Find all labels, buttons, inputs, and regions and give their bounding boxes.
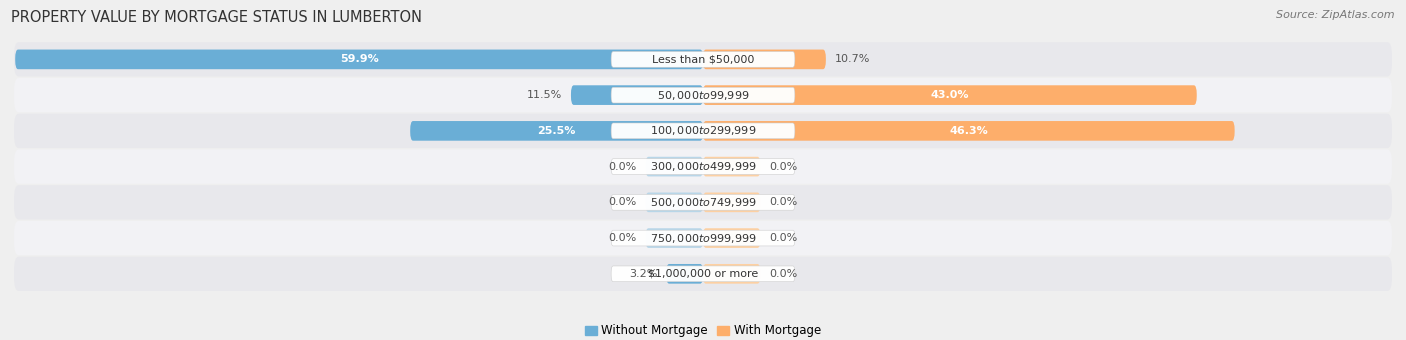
Text: $50,000 to $99,999: $50,000 to $99,999 xyxy=(657,89,749,102)
Text: 0.0%: 0.0% xyxy=(609,197,637,207)
Text: $300,000 to $499,999: $300,000 to $499,999 xyxy=(650,160,756,173)
Text: 0.0%: 0.0% xyxy=(769,233,797,243)
FancyBboxPatch shape xyxy=(703,228,761,248)
Text: 59.9%: 59.9% xyxy=(340,54,378,64)
Text: Source: ZipAtlas.com: Source: ZipAtlas.com xyxy=(1277,10,1395,20)
FancyBboxPatch shape xyxy=(612,159,794,174)
Text: 0.0%: 0.0% xyxy=(609,233,637,243)
Text: 3.2%: 3.2% xyxy=(628,269,657,279)
Text: 46.3%: 46.3% xyxy=(949,126,988,136)
FancyBboxPatch shape xyxy=(703,192,761,212)
FancyBboxPatch shape xyxy=(645,157,703,176)
FancyBboxPatch shape xyxy=(612,194,794,210)
FancyBboxPatch shape xyxy=(612,87,794,103)
FancyBboxPatch shape xyxy=(571,85,703,105)
Text: 25.5%: 25.5% xyxy=(537,126,576,136)
FancyBboxPatch shape xyxy=(14,257,1392,291)
FancyBboxPatch shape xyxy=(703,85,1197,105)
Text: 0.0%: 0.0% xyxy=(769,269,797,279)
Text: $100,000 to $299,999: $100,000 to $299,999 xyxy=(650,124,756,137)
Text: 0.0%: 0.0% xyxy=(609,162,637,172)
FancyBboxPatch shape xyxy=(612,230,794,246)
FancyBboxPatch shape xyxy=(703,50,825,69)
FancyBboxPatch shape xyxy=(703,157,761,176)
FancyBboxPatch shape xyxy=(15,50,703,69)
Legend: Without Mortgage, With Mortgage: Without Mortgage, With Mortgage xyxy=(581,319,825,340)
Text: 0.0%: 0.0% xyxy=(769,162,797,172)
FancyBboxPatch shape xyxy=(703,121,1234,141)
FancyBboxPatch shape xyxy=(14,185,1392,220)
FancyBboxPatch shape xyxy=(14,42,1392,76)
Text: 43.0%: 43.0% xyxy=(931,90,969,100)
FancyBboxPatch shape xyxy=(612,123,794,139)
Text: 10.7%: 10.7% xyxy=(835,54,870,64)
FancyBboxPatch shape xyxy=(14,78,1392,112)
FancyBboxPatch shape xyxy=(14,150,1392,184)
FancyBboxPatch shape xyxy=(14,221,1392,255)
Text: Less than $50,000: Less than $50,000 xyxy=(652,54,754,64)
FancyBboxPatch shape xyxy=(666,264,703,284)
FancyBboxPatch shape xyxy=(645,192,703,212)
Text: 11.5%: 11.5% xyxy=(526,90,562,100)
Text: $1,000,000 or more: $1,000,000 or more xyxy=(648,269,758,279)
Text: 0.0%: 0.0% xyxy=(769,197,797,207)
Text: $500,000 to $749,999: $500,000 to $749,999 xyxy=(650,196,756,209)
FancyBboxPatch shape xyxy=(645,228,703,248)
FancyBboxPatch shape xyxy=(612,266,794,282)
FancyBboxPatch shape xyxy=(14,114,1392,148)
FancyBboxPatch shape xyxy=(411,121,703,141)
FancyBboxPatch shape xyxy=(703,264,761,284)
Text: PROPERTY VALUE BY MORTGAGE STATUS IN LUMBERTON: PROPERTY VALUE BY MORTGAGE STATUS IN LUM… xyxy=(11,10,422,25)
Text: $750,000 to $999,999: $750,000 to $999,999 xyxy=(650,232,756,244)
FancyBboxPatch shape xyxy=(612,52,794,67)
